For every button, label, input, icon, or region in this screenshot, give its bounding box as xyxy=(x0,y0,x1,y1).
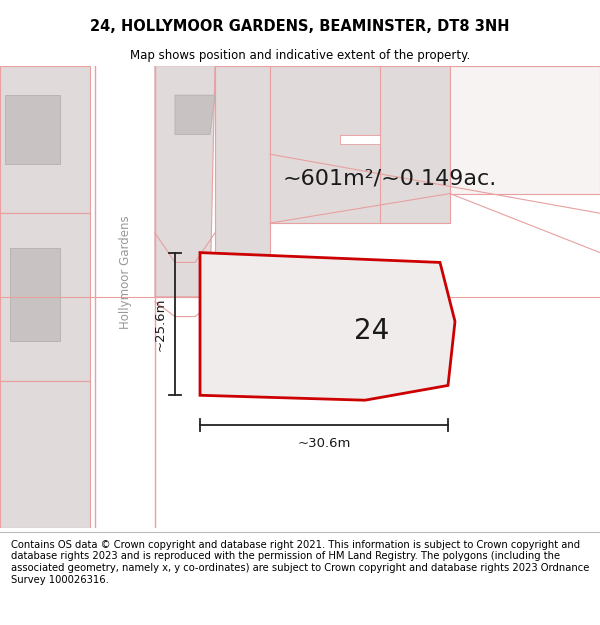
Polygon shape xyxy=(200,253,455,400)
Polygon shape xyxy=(270,66,450,223)
Text: 24, HOLLYMOOR GARDENS, BEAMINSTER, DT8 3NH: 24, HOLLYMOOR GARDENS, BEAMINSTER, DT8 3… xyxy=(90,19,510,34)
Text: Contains OS data © Crown copyright and database right 2021. This information is : Contains OS data © Crown copyright and d… xyxy=(11,540,589,584)
Polygon shape xyxy=(215,268,380,356)
Polygon shape xyxy=(215,66,270,297)
Text: Hollymoor Gardens: Hollymoor Gardens xyxy=(119,216,131,329)
Polygon shape xyxy=(0,66,90,213)
Polygon shape xyxy=(155,66,215,297)
Polygon shape xyxy=(0,381,90,528)
Polygon shape xyxy=(0,213,90,381)
Polygon shape xyxy=(175,95,215,134)
Polygon shape xyxy=(340,134,380,144)
Text: Map shows position and indicative extent of the property.: Map shows position and indicative extent… xyxy=(130,49,470,62)
Text: ~25.6m: ~25.6m xyxy=(154,297,167,351)
Text: 24: 24 xyxy=(354,318,389,346)
Text: ~30.6m: ~30.6m xyxy=(298,437,350,449)
Polygon shape xyxy=(95,66,155,528)
Polygon shape xyxy=(10,248,60,341)
Text: ~601m²/~0.149ac.: ~601m²/~0.149ac. xyxy=(283,169,497,189)
Polygon shape xyxy=(5,95,60,164)
Polygon shape xyxy=(450,66,600,194)
